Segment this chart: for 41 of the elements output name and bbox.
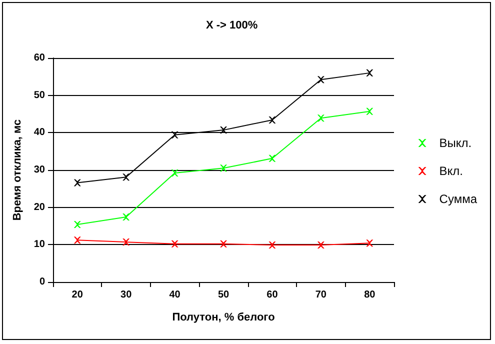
y-tick-label: 30 (34, 164, 46, 176)
x-tick-label: 60 (266, 290, 278, 300)
x-tick-label: 80 (364, 290, 376, 300)
y-tick-label: 40 (34, 127, 46, 138)
point (366, 108, 374, 115)
x-axis-title: Полутон, % белого (172, 312, 276, 324)
legend-label: Сумма (439, 192, 478, 206)
x-tick-label: 20 (72, 290, 84, 300)
point (366, 240, 374, 247)
x-tick-label: 40 (169, 290, 181, 300)
legend-label: Вкл. (439, 164, 464, 178)
point (317, 114, 324, 122)
point (317, 242, 324, 249)
point (268, 154, 276, 162)
point (220, 240, 227, 248)
x-tick-label: 30 (120, 290, 132, 300)
point (317, 76, 324, 84)
point (220, 164, 227, 172)
point (74, 221, 81, 228)
point (122, 174, 130, 181)
point (171, 240, 178, 248)
point (268, 116, 276, 124)
point (171, 169, 178, 176)
x-tick-label: 70 (315, 290, 327, 300)
y-tick-label: 50 (34, 90, 46, 101)
y-tick-label: 20 (34, 202, 46, 213)
point (74, 179, 81, 186)
point (366, 69, 374, 76)
point (171, 131, 178, 138)
chart-title: X -> 100% (206, 20, 258, 32)
y-tick-label: 60 (34, 52, 46, 64)
x-tick-label: 50 (218, 290, 230, 300)
y-tick-label: 10 (34, 239, 46, 250)
legend-label: Выкл. (439, 136, 472, 150)
y-axis-title: Время отклика, мс (11, 119, 24, 221)
point (74, 236, 81, 244)
point (220, 126, 227, 134)
point (268, 242, 276, 249)
y-tick-label: 0 (39, 276, 46, 288)
point (122, 214, 130, 221)
point (122, 238, 130, 246)
